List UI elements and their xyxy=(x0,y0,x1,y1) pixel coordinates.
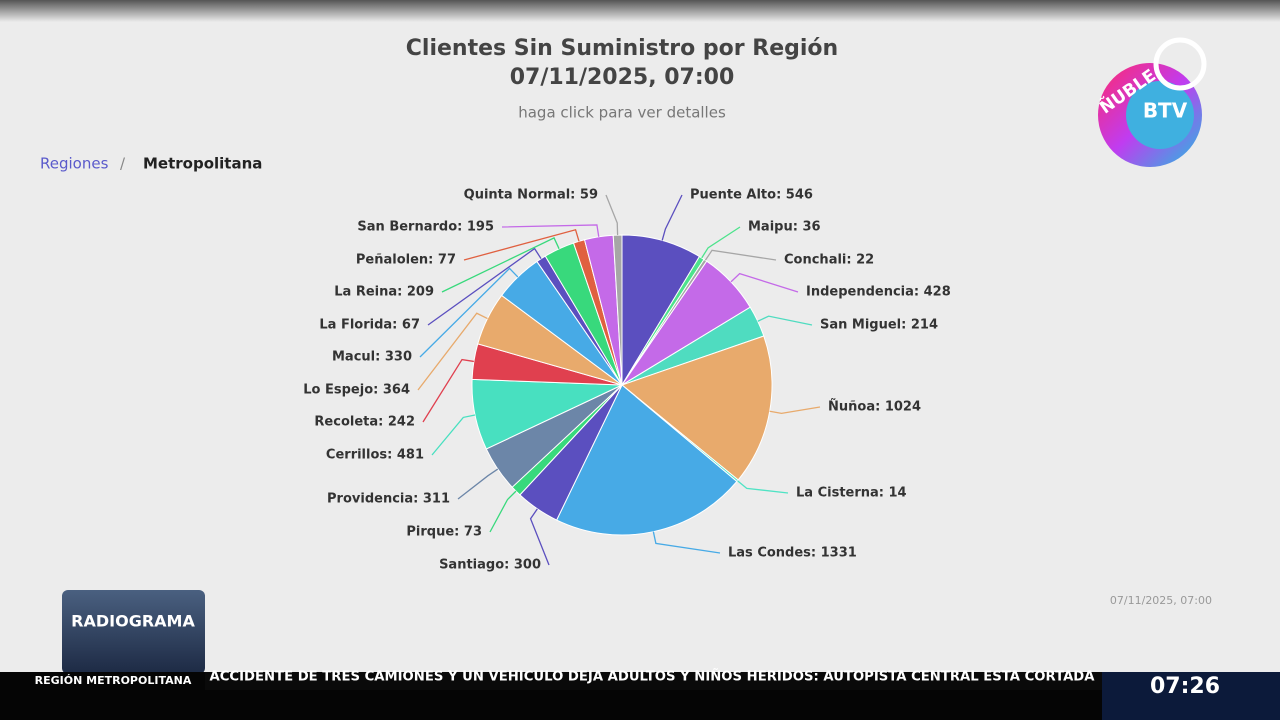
slice-label: Quinta Normal: 59 xyxy=(464,188,598,203)
slice-label: Ñuñoa: 1024 xyxy=(828,399,921,415)
leader-line xyxy=(652,531,721,554)
leader-line xyxy=(427,247,542,326)
slice-label: Puente Alto: 546 xyxy=(690,188,813,203)
leader-line xyxy=(769,406,821,415)
slice-label: Recoleta: 242 xyxy=(314,415,415,430)
slice-label: Conchali: 22 xyxy=(784,253,874,268)
leader-line xyxy=(431,414,476,456)
leader-line xyxy=(737,480,789,494)
slice-label: Lo Espejo: 364 xyxy=(303,383,410,398)
slice-label: La Florida: 67 xyxy=(319,318,420,333)
slice-label: San Miguel: 214 xyxy=(820,318,938,333)
chart-hint: haga click para ver detalles xyxy=(518,104,726,122)
leader-line xyxy=(489,490,517,533)
slice-label: La Cisterna: 14 xyxy=(796,486,907,501)
headline-strip xyxy=(205,672,1102,690)
leader-line xyxy=(529,508,550,566)
slice-label: Maipu: 36 xyxy=(748,220,821,235)
leader-line xyxy=(704,249,777,261)
leader-line xyxy=(730,272,799,293)
program-name: RADIOGRAMA xyxy=(71,612,195,631)
leader-line xyxy=(419,267,519,358)
logo-channel: BTV xyxy=(1143,99,1188,123)
breadcrumb-current: Metropolitana xyxy=(143,155,262,173)
pie-chart: Puente Alto: 546 Maipu: 36 Conchali: 22 Ind… xyxy=(303,188,951,573)
program-box xyxy=(62,590,205,674)
breadcrumb-link[interactable]: Regiones xyxy=(40,155,109,173)
chart-subtitle: 07/11/2025, 07:00 xyxy=(510,65,735,90)
leader-line xyxy=(501,224,600,237)
footnote: 07/11/2025, 07:00 xyxy=(1110,594,1212,607)
logo-inner xyxy=(1126,81,1194,149)
leader-line xyxy=(701,226,741,259)
logo-mark xyxy=(1153,37,1207,91)
slice-label: La Reina: 209 xyxy=(334,285,434,300)
slice-label: Independencia: 428 xyxy=(806,285,951,300)
slice-label: Providencia: 311 xyxy=(327,492,450,507)
slice-label: Peñalolen: 77 xyxy=(356,253,456,268)
breadcrumb-separator: / xyxy=(120,155,126,173)
slice-label: Cerrillos: 481 xyxy=(326,448,424,463)
slice-label: Las Condes: 1331 xyxy=(728,546,857,561)
clock: 07:26 xyxy=(1150,674,1220,699)
leader-line xyxy=(422,358,474,423)
leader-line xyxy=(463,229,580,261)
leader-line xyxy=(605,194,619,236)
slice-label: Pirque: 73 xyxy=(406,525,482,540)
slice-label: Santiago: 300 xyxy=(439,558,541,573)
leader-line xyxy=(417,312,488,391)
leader-line xyxy=(441,237,560,293)
pie-slice[interactable] xyxy=(555,384,738,536)
ticker-region: REGIÓN METROPOLITANA xyxy=(35,674,192,687)
top-shade xyxy=(0,0,1280,22)
chart-title: Clientes Sin Suministro por Región xyxy=(406,36,838,61)
ticker-headline: ACCIDENTE DE TRES CAMIONES Y UN VEHICULO… xyxy=(210,669,1095,685)
pie-slice[interactable] xyxy=(612,234,623,386)
leader-line xyxy=(661,194,683,241)
pie-slice[interactable] xyxy=(620,335,773,481)
leader-line xyxy=(457,468,499,500)
clock-box xyxy=(1102,672,1280,720)
slice-label: San Bernardo: 195 xyxy=(357,220,494,235)
channel-logo: ÑUBLE BTV xyxy=(1095,37,1207,167)
slice-label: Macul: 330 xyxy=(332,350,412,365)
leader-line xyxy=(757,315,813,326)
